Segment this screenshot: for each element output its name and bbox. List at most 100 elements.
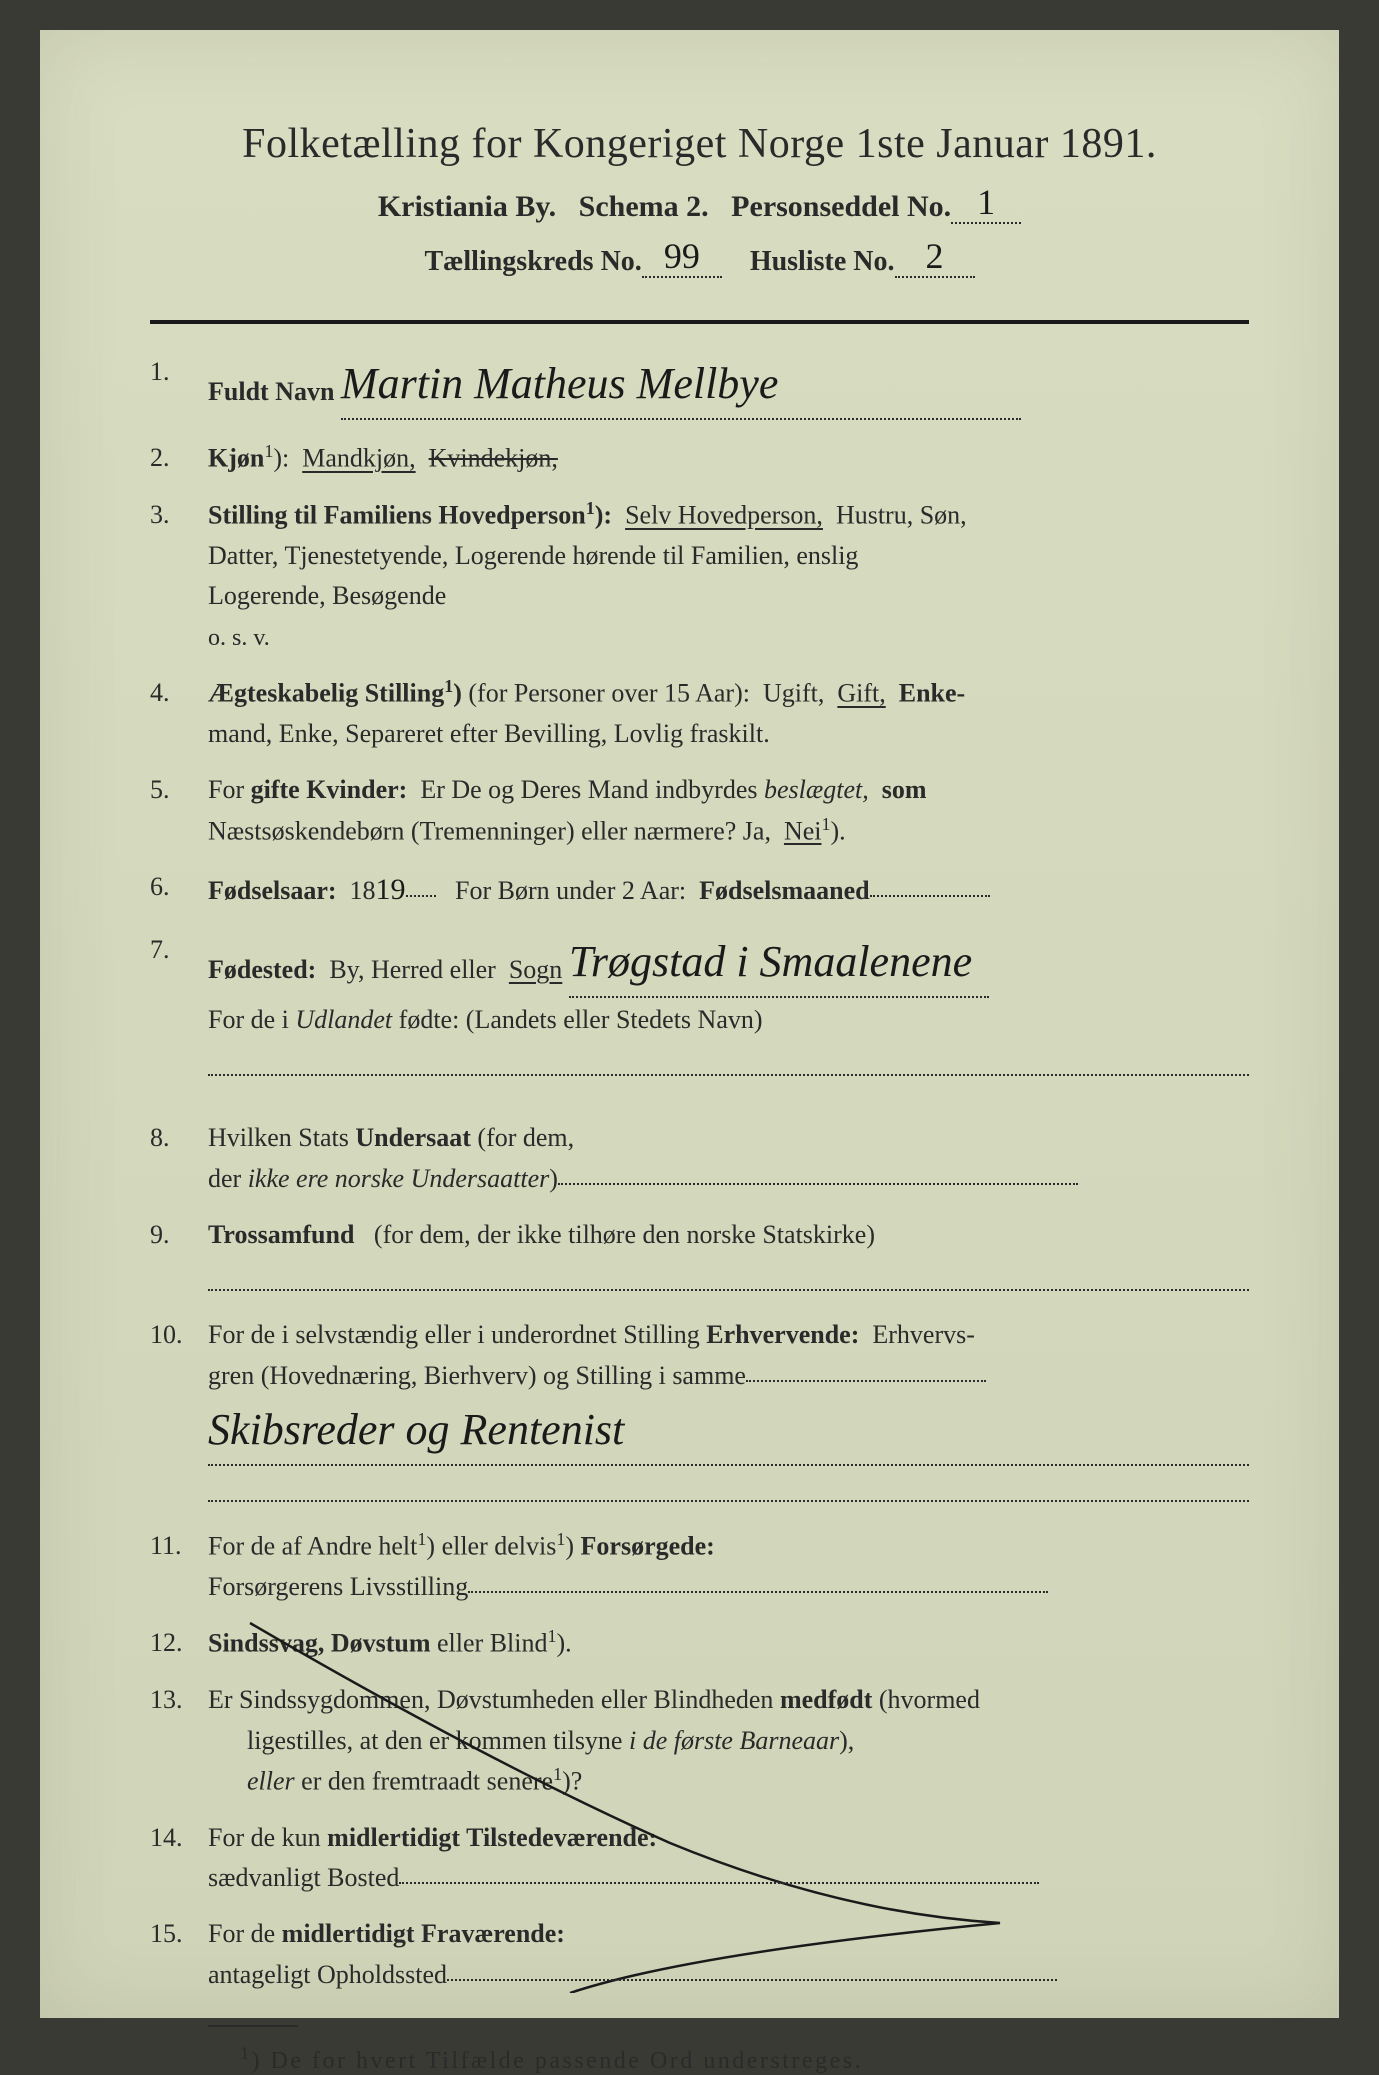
field-label: Kjøn: [208, 444, 264, 473]
q14-text1: For de kun: [208, 1823, 321, 1852]
birthplace-value: Trøgstad i Smaalenene: [569, 937, 972, 986]
item-9-religion: 9. Trossamfund (for dem, der ikke tilhør…: [150, 1215, 1249, 1299]
item-10-occupation: 10. For de i selvstændig eller i underor…: [150, 1315, 1249, 1510]
q11-text3: Forsørgerens Livsstilling: [208, 1572, 468, 1601]
taellingskreds-label: Tællingskreds No.: [424, 246, 641, 277]
q15-text1: For de: [208, 1919, 275, 1948]
ikke-norske: ikke ere norske Undersaatter: [248, 1164, 550, 1193]
occ-text2: Erhvervs-: [872, 1320, 975, 1349]
erhvervende-label: Erhvervende:: [706, 1320, 859, 1349]
for-dem: (for dem,: [477, 1123, 574, 1152]
occ-text1: For de i selvstændig eller i underordnet…: [208, 1320, 700, 1349]
personseddel-no-value: 1: [977, 190, 995, 215]
year-prefix: 18: [350, 876, 376, 905]
full-name-value: Martin Matheus Mellbye: [341, 359, 778, 408]
item-8-citizenship: 8. Hvilken Stats Undersaat (for dem, der…: [150, 1118, 1249, 1199]
item-6-birthyear: 6. Fødselsaar: 1819 For Børn under 2 Aar…: [150, 867, 1249, 914]
item-14-temp-present: 14. For de kun midlertidigt Tilstedevære…: [150, 1818, 1249, 1899]
for-de-i: For de i: [208, 1005, 289, 1034]
occupation-value: Skibsreder og Rentenist: [208, 1405, 624, 1454]
item-2-sex: 2. Kjøn1): Mandkjøn, Kvindekjøn,: [150, 438, 1249, 479]
hvilken-stats: Hvilken Stats: [208, 1123, 349, 1152]
etc-label: o. s. v.: [208, 625, 270, 651]
position-options: Hustru, Søn,: [836, 501, 967, 530]
field-label: Ægteskabelig Stilling: [208, 679, 444, 708]
tilstedevaerende-label: midlertidigt Tilstedeværende:: [327, 1823, 657, 1852]
item-number: 6.: [150, 867, 208, 914]
birth-year-value: 19: [376, 873, 406, 906]
item-15-temp-absent: 15. For de midlertidigt Fraværende: anta…: [150, 1914, 1249, 1995]
item-number: 8.: [150, 1118, 208, 1199]
q15-text2: antageligt Opholdssted: [208, 1960, 447, 1989]
item-7-birthplace: 7. Fødested: By, Herred eller Sogn Trøgs…: [150, 930, 1249, 1084]
item-number: 13.: [150, 1680, 208, 1802]
field-label: Fødested:: [208, 955, 316, 984]
q5-text4: Næstsøskendebørn (Tremenninger) eller næ…: [208, 816, 771, 845]
husliste-label: Husliste No.: [750, 246, 895, 277]
position-options-2: Datter, Tjenestetyende, Logerende hørend…: [208, 541, 858, 570]
q13-text6: er den fremtraadt senere: [301, 1767, 553, 1796]
footnote-rule: [208, 2025, 298, 2027]
items-12-15-block: 12. Sindssvag, Døvstum eller Blind1). 13…: [150, 1623, 1249, 1995]
field-label: Fuldt Navn: [208, 377, 334, 406]
sex-female-struck: Kvindekjøn,: [429, 444, 558, 473]
q13-text3: ligestilles, at den er kommen tilsyne: [247, 1726, 622, 1755]
trossamfund-text: (for dem, der ikke tilhøre den norske St…: [374, 1220, 875, 1249]
dotted-line: [208, 1263, 1249, 1291]
blind-text: eller Blind: [437, 1629, 547, 1658]
item-number: 10.: [150, 1315, 208, 1510]
forsorgede-label: Forsørgede:: [581, 1532, 715, 1561]
q13-eller: eller: [247, 1767, 295, 1796]
landets-navn: fødte: (Landets eller Stedets Navn): [399, 1005, 763, 1034]
item-number: 2.: [150, 438, 208, 479]
occ-text3: gren (Hovednæring, Bierhverv) og Stillin…: [208, 1361, 746, 1390]
undersaat-label: Undersaat: [355, 1123, 471, 1152]
q11-text2: eller delvis: [442, 1532, 557, 1561]
item-number: 7.: [150, 930, 208, 1084]
medfodt-label: medfødt: [780, 1685, 872, 1714]
by-herred-label: By, Herred eller: [329, 955, 496, 984]
item-4-marital: 4. Ægteskabelig Stilling1) (for Personer…: [150, 673, 1249, 754]
position-selected: Selv Hovedperson,: [625, 501, 823, 530]
personseddel-label: Personseddel No.: [731, 190, 951, 223]
header-rule: [150, 320, 1249, 324]
birth-month-label: Fødselsmaaned: [699, 876, 869, 905]
subtitle-line-1: Kristiania By. Schema 2. Personseddel No…: [150, 190, 1249, 226]
q5-beslaegtet: beslægtet,: [764, 775, 869, 804]
dotted-line: [208, 1474, 1249, 1502]
q13-text1: Er Sindssygdommen, Døvstumheden eller Bl…: [208, 1685, 773, 1714]
q5-som: som: [882, 775, 927, 804]
fravaerende-label: midlertidigt Fraværende:: [282, 1919, 565, 1948]
item-11-supported: 11. For de af Andre helt1) eller delvis1…: [150, 1526, 1249, 1607]
husliste-no-value: 2: [926, 244, 944, 269]
item-5-married-women: 5. For gifte Kvinder: Er De og Deres Man…: [150, 770, 1249, 851]
marital-rest2: mand, Enke, Separeret efter Bevilling, L…: [208, 719, 770, 748]
field-label: Stilling til Familiens Hovedperson: [208, 501, 586, 530]
for-label: For: [208, 775, 244, 804]
dotted-line: [208, 1048, 1249, 1076]
trossamfund-label: Trossamfund: [208, 1220, 354, 1249]
item-number: 3.: [150, 495, 208, 657]
main-title: Folketælling for Kongeriget Norge 1ste J…: [150, 120, 1249, 168]
udlandet: Udlandet: [295, 1005, 392, 1034]
form-items: 1. Fuldt Navn Martin Matheus Mellbye 2. …: [150, 352, 1249, 1995]
footnote-text: De for hvert Tilfælde passende Ord under…: [271, 2048, 864, 2074]
city-label: Kristiania By.: [378, 190, 556, 223]
item-1-name: 1. Fuldt Navn Martin Matheus Mellbye: [150, 352, 1249, 422]
item-number: 11.: [150, 1526, 208, 1607]
gifte-kvinder-label: gifte Kvinder:: [251, 775, 408, 804]
marital-ugift: Ugift,: [763, 679, 824, 708]
q5-nei-selected: Nei: [784, 816, 822, 845]
item-number: 15.: [150, 1914, 208, 1995]
field-label: Fødselsaar:: [208, 876, 337, 905]
item-number: 4.: [150, 673, 208, 754]
item-13-congenital: 13. Er Sindssygdommen, Døvstumheden elle…: [150, 1680, 1249, 1802]
item-number: 1.: [150, 352, 208, 422]
item-number: 5.: [150, 770, 208, 851]
q5-text1: Er De og Deres Mand indbyrdes: [420, 775, 757, 804]
marital-paren: (for Personer over 15 Aar):: [468, 679, 750, 708]
item-number: 14.: [150, 1818, 208, 1899]
census-form-page: Folketælling for Kongeriget Norge 1ste J…: [40, 30, 1339, 2018]
position-options-3: Logerende, Besøgende: [208, 581, 446, 610]
q11-text1: For de af Andre helt: [208, 1532, 417, 1561]
